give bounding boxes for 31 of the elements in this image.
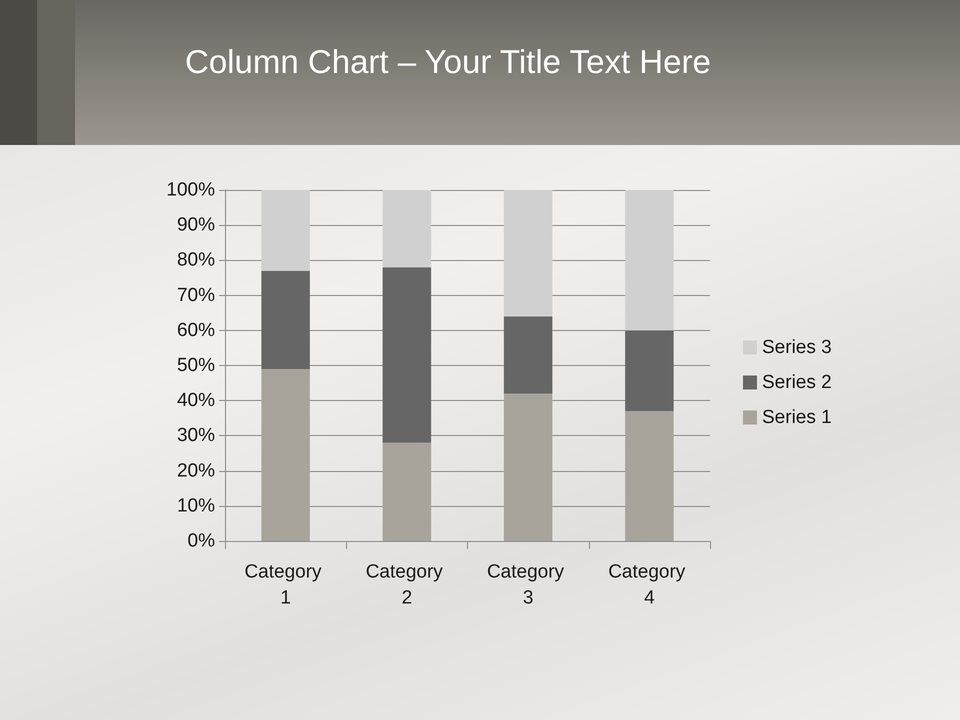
y-tick-label: 90%	[176, 214, 216, 236]
bar	[504, 394, 552, 541]
bar	[261, 369, 310, 541]
x-tick-label: Category 4	[608, 562, 691, 608]
y-tick-label: 10%	[176, 495, 216, 516]
bar	[382, 190, 432, 268]
chart-title: Column Chart – Your Title Text Here	[185, 43, 711, 80]
bar	[261, 270, 310, 370]
legend-label: Series 1	[762, 407, 832, 428]
x-tick-label: Category 2	[366, 562, 448, 608]
bar	[625, 411, 674, 541]
legend-label: Series 2	[762, 372, 832, 393]
bar	[504, 190, 552, 316]
bar	[382, 267, 432, 443]
bar	[382, 442, 432, 541]
y-tick-label: 60%	[176, 320, 216, 341]
x-tick-label: Category 1	[244, 562, 327, 608]
y-tick-label: 80%	[176, 250, 216, 271]
y-tick-label: 50%	[176, 355, 216, 376]
bar	[504, 316, 552, 394]
y-tick-label: 40%	[176, 390, 216, 412]
y-tick-label: 0%	[188, 530, 216, 552]
legend-label: Series 3	[762, 337, 832, 358]
bar	[625, 190, 674, 330]
y-tick-label: 30%	[176, 425, 216, 446]
y-tick-label: 70%	[176, 284, 216, 306]
bar	[625, 330, 674, 412]
bar	[261, 190, 310, 271]
x-tick-label: Category 3	[486, 562, 570, 608]
y-tick-label: 100%	[166, 180, 216, 200]
y-tick-label: 20%	[176, 460, 216, 482]
